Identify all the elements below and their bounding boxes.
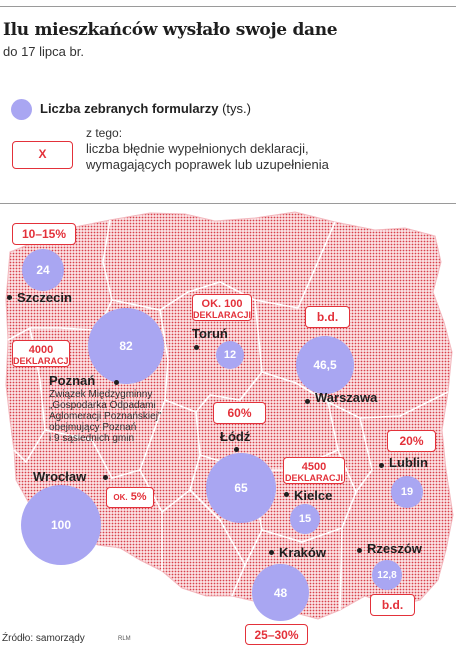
lodz-label: Łódź <box>220 429 251 444</box>
legend-box-description: liczba błędnie wypełnionych deklaracji, … <box>86 141 329 173</box>
torun-error-tag: OK. 100 DEKLARACJI <box>192 294 252 321</box>
wroclaw-tag-value: 5% <box>130 491 147 503</box>
poznan-error-tag: 4000 DEKLARACJI <box>12 340 72 367</box>
poznan-note-line-3: Aglomeracji Poznańskiej” <box>49 411 162 422</box>
poznan-location-dot <box>114 380 119 385</box>
szczecin-location-dot <box>7 295 12 300</box>
kielce-error-tag: 4500 DEKLARACJI <box>283 457 345 484</box>
lublin-error-tag: 20% <box>387 430 436 452</box>
kielce-tag-bottom: DEKLARACJI <box>284 473 343 483</box>
source-note: Źródło: samorządy <box>2 633 85 644</box>
author-credit: RLM <box>118 636 131 642</box>
rzeszow-label: Rzeszów <box>367 541 422 556</box>
legend-desc-line-2: wymagających poprawek lub uzupełnienia <box>86 157 329 172</box>
poznan-tag-top: 4000 <box>28 344 54 356</box>
poznan-label: Poznań <box>49 373 96 388</box>
kielce-location-dot <box>284 492 289 497</box>
top-rule <box>0 6 456 7</box>
krakow-label: Kraków <box>279 545 326 560</box>
poznan-note-line-2: „Gospodarka Odpadami <box>49 400 156 411</box>
poznan-note-line-5: i 9 sąsiednich gmin <box>49 433 135 444</box>
infographic-subtitle: do 17 lipca br. <box>3 44 84 59</box>
poznan-circle: 82 <box>88 308 164 384</box>
kielce-tag-top: 4500 <box>301 461 327 473</box>
poznan-note: Związek Międzygminny „Gospodarka Odpadam… <box>49 389 161 444</box>
kielce-circle: 15 <box>290 504 320 534</box>
szczecin-label: Szczecin <box>17 290 72 305</box>
szczecin-error-tag: 10–15% <box>12 223 76 245</box>
wroclaw-label: Wrocław <box>33 469 87 484</box>
poznan-tag-bottom: DEKLARACJI <box>13 356 72 366</box>
szczecin-circle: 24 <box>22 249 64 291</box>
rzeszow-circle: 12,8 <box>372 560 402 590</box>
legend-sub-label: z tego: <box>86 126 123 140</box>
torun-tag-top: OK. 100 <box>201 298 243 310</box>
warszawa-location-dot <box>305 399 310 404</box>
lodz-circle: 65 <box>206 453 276 523</box>
warszawa-label: Warszawa <box>315 390 378 405</box>
lublin-location-dot <box>379 463 384 468</box>
torun-tag-bottom: DEKLARACJI <box>193 310 252 320</box>
poznan-note-line-4: obejmujący Poznań <box>49 422 137 433</box>
torun-location-dot <box>194 345 199 350</box>
legend-circle-label: Liczba zebranych formularzy (tys.) <box>40 101 251 116</box>
lodz-location-dot <box>234 447 239 452</box>
legend-circle-swatch <box>11 99 32 120</box>
legend-box-symbol: X <box>12 141 73 169</box>
infographic-title: Ilu mieszkańców wysłało swoje dane <box>3 20 338 40</box>
kielce-label: Kielce <box>294 488 333 503</box>
torun-label: Toruń <box>192 326 228 341</box>
rzeszow-location-dot <box>357 548 362 553</box>
rzeszow-error-tag: b.d. <box>370 594 415 616</box>
legend-circle-unit: (tys.) <box>222 101 251 116</box>
wroclaw-circle: 100 <box>21 485 101 565</box>
poznan-note-line-1: Związek Międzygminny <box>49 389 153 400</box>
lublin-label: Lublin <box>389 455 428 470</box>
warszawa-error-tag: b.d. <box>305 306 350 328</box>
warszawa-circle: 46,5 <box>296 336 354 394</box>
wroclaw-error-tag: OK. 5% <box>106 487 154 508</box>
lublin-circle: 19 <box>391 476 423 508</box>
krakow-error-tag: 25–30% <box>245 624 308 645</box>
legend-circle-text: Liczba zebranych formularzy <box>40 101 219 116</box>
section-rule <box>0 203 456 204</box>
lodz-error-tag: 60% <box>213 402 266 424</box>
wroclaw-tag-prefix: OK. <box>113 493 128 502</box>
krakow-location-dot <box>269 550 274 555</box>
legend-desc-line-1: liczba błędnie wypełnionych deklaracji, <box>86 141 309 156</box>
krakow-circle: 48 <box>252 564 309 621</box>
wroclaw-location-dot <box>103 475 108 480</box>
torun-circle: 12 <box>216 341 244 369</box>
